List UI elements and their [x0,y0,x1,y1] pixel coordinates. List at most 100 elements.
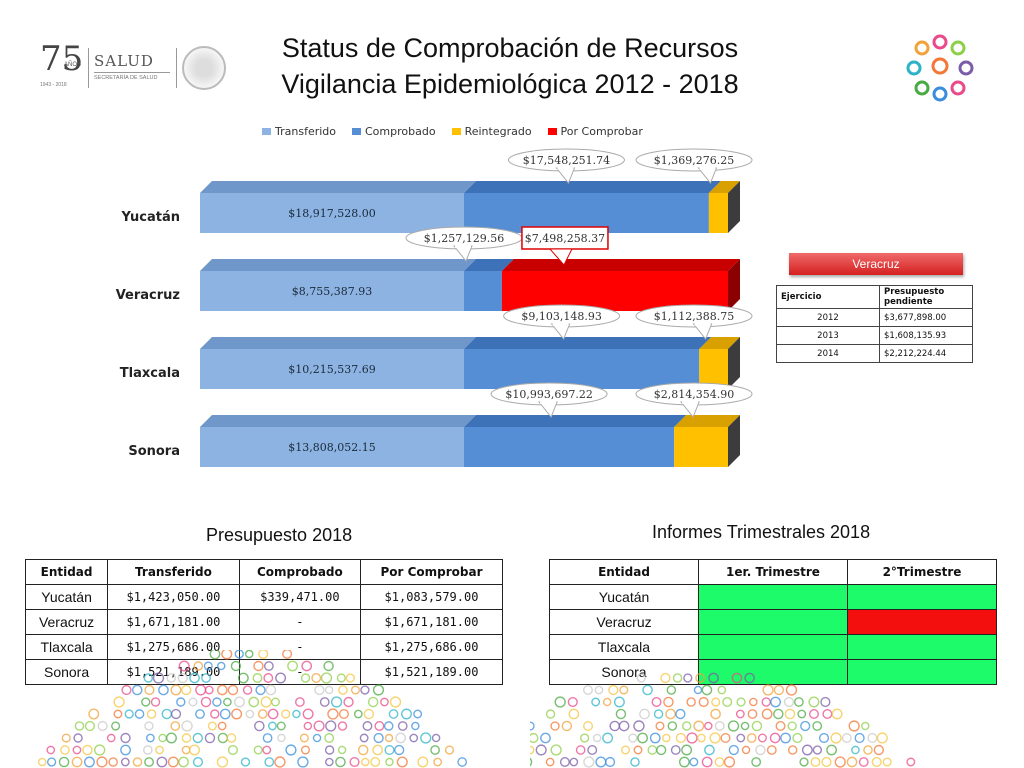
comprobado-cell: $339,471.00 [238,584,361,610]
decorative-dot [337,721,348,731]
table-row: 2013 $1,608,135.93 [776,326,973,345]
decorative-dot [142,745,153,755]
decorative-dot [569,757,579,767]
decorative-dot [530,745,535,755]
decorative-dot [851,745,860,755]
decorative-dot [822,709,833,719]
decorative-dot [689,757,699,767]
decorative-dot [83,756,95,768]
decorative-dot [417,756,429,768]
decorative-dot [120,757,130,767]
table-row: Sonora $1,521,189.00 - $1,521,189.00 [24,659,504,685]
callout-pointer-mask [699,165,716,170]
decorative-dot [766,745,777,755]
entidad-cell: Veracruz [24,609,109,635]
decorative-dot [731,672,743,684]
decorative-dot [800,720,811,732]
salud-text: SALUD [94,52,154,70]
callout-pointer-mask [682,399,699,404]
decorative-dot [301,660,313,672]
decorative-dot [120,744,131,756]
decorative-dot [252,673,263,683]
decorative-dot [227,744,239,756]
bar-segment-top [200,181,476,193]
decorative-dot [156,756,168,768]
callout-pointer-mask [552,321,569,326]
decorative-dot [189,672,200,684]
decorative-dot [545,757,555,767]
decorative-dot [161,708,173,720]
col-comprobado: Comprobado [238,559,361,585]
comprobado-cell: - [238,609,361,635]
decorative-dot [810,757,821,767]
decorative-dot [675,732,687,744]
decorative-dot [113,696,125,708]
presupuesto-title: Presupuesto 2018 [206,525,353,545]
legend-item: Reintegrado [451,125,532,138]
status-cell-1er [698,609,848,635]
decorative-dot [267,721,277,731]
decorative-dot [683,673,693,683]
decorative-dot [359,733,369,743]
decorative-dot [97,720,108,732]
veracruz-button[interactable]: Veracruz [789,253,963,275]
decorative-dot [385,757,394,767]
decorative-dot [587,745,598,755]
por-comprobar-cell: $1,521,189.00 [359,659,504,685]
decorative-dot [260,696,272,708]
decorative-dot [820,696,831,708]
category-label: Veracruz [116,288,180,303]
table-row: 2014 $2,212,224.44 [776,344,973,363]
decorative-dot [773,708,784,720]
decorative-dot [212,697,222,707]
secretaria-text: SECRETARÍA DE SALUD [94,75,158,81]
category-label: Yucatán [121,210,180,225]
bar-side [728,337,740,389]
bar-segment [200,427,464,467]
table-row: Tlaxcala [549,634,997,660]
decorative-dot [701,684,713,696]
decorative-dot [420,732,432,744]
decorative-dot [166,673,177,683]
decorative-dot [583,756,595,768]
decorative-dot [630,757,640,767]
header-ejercicio: Ejercicio [776,285,880,309]
informes-title: Informes Trimestrales 2018 [652,522,871,542]
decorative-dot [84,720,96,732]
decorative-dot [244,650,254,659]
decorative-dot [141,697,151,707]
decorative-dot [388,709,399,719]
decorative-dot [863,745,873,755]
decorative-dot [287,660,298,672]
callout-pointer [697,167,718,184]
decorative-dot [181,684,192,696]
decorative-dot [530,721,535,731]
decorative-dot [294,697,305,707]
bar-segment [699,349,728,389]
decorative-dot [264,757,275,767]
title-line-2: Vigilancia Epidemiológica 2012 - 2018 [281,69,739,99]
legend-label: Por Comprobar [560,125,643,138]
seal-icon [182,46,226,90]
stacked-bar-chart: Yucatán $18,917,528.00 $17,548,251.74 $1,36… [116,148,753,467]
status-cell-2do [847,659,997,685]
decorative-dot [656,744,667,756]
bar-segment-top [200,415,476,427]
decorative-dot [663,696,674,708]
decorative-dot [132,757,143,767]
col-entidad: Entidad [549,559,699,585]
decorative-dot [670,745,681,755]
decorative-dot [695,673,706,683]
bar-segment [200,349,464,389]
decorative-dot [710,708,721,720]
logo-75: 75 AÑOS 1943 - 2018 [40,42,83,92]
decorative-dot [821,756,832,768]
decorative-dot [686,697,696,707]
decorative-dot [265,684,277,696]
decorative-dot [337,745,347,755]
decorative-dot [636,673,646,683]
decorative-dot [360,757,370,767]
decorative-dot [728,744,739,756]
decorative-dot [906,757,916,767]
decorative-dot [210,709,220,719]
